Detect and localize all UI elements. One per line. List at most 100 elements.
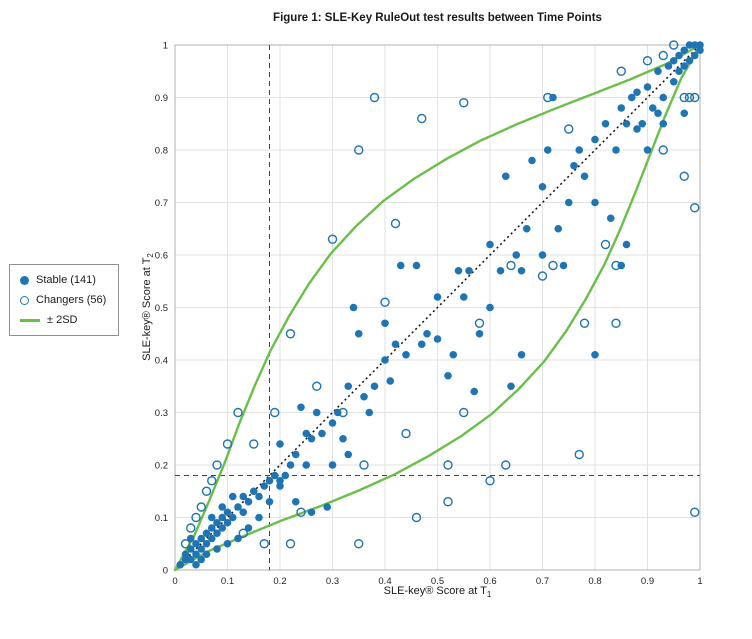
- stable-point: [391, 340, 400, 349]
- changer-point: [285, 539, 296, 549]
- x-tick-label: 1: [697, 576, 702, 587]
- stable-point: [202, 529, 211, 538]
- open-circle-marker: [20, 295, 29, 305]
- stable-point: [591, 350, 599, 359]
- changer-point: [658, 145, 668, 155]
- changer-point: [579, 318, 590, 328]
- x-tick-label: 0.6: [483, 576, 496, 587]
- changer-point: [690, 507, 700, 517]
- stable-point: [197, 555, 206, 564]
- stable-point: [218, 513, 227, 522]
- stable-point: [176, 560, 185, 569]
- stable-point: [255, 513, 263, 522]
- chart-title: Figure 1: SLE-Key RuleOut test results b…: [273, 12, 602, 24]
- stable-point: [307, 508, 316, 517]
- stable-point: [228, 492, 237, 501]
- stable-point: [202, 550, 211, 559]
- stable-point: [202, 539, 211, 548]
- legend-item-sd-band: ± 2SD: [20, 314, 106, 326]
- changer-point: [537, 271, 548, 281]
- changer-point: [296, 507, 306, 517]
- stable-point: [349, 303, 358, 312]
- changer-point: [380, 297, 390, 307]
- changer-point: [459, 407, 469, 418]
- stable-point: [696, 46, 704, 55]
- stable-point: [659, 93, 668, 102]
- stable-point: [538, 182, 547, 191]
- stable-point: [181, 550, 190, 559]
- stable-point: [685, 56, 694, 65]
- stable-point: [417, 340, 426, 349]
- stable-point: [627, 93, 636, 102]
- changer-point: [485, 476, 495, 486]
- stable-point: [302, 461, 311, 469]
- stable-point: [270, 471, 279, 480]
- changer-point: [390, 218, 401, 229]
- stable-point: [370, 382, 379, 391]
- changer-point: [679, 92, 689, 103]
- stable-point: [638, 119, 647, 128]
- stable-point: [312, 408, 321, 417]
- stable-point: [606, 214, 615, 223]
- y-tick-label: 1: [163, 41, 168, 52]
- changer-point: [506, 260, 516, 271]
- stable-point: [680, 62, 689, 70]
- x-axis-label-text: SLE-key® Score at T: [383, 585, 487, 597]
- stable-point: [239, 492, 248, 501]
- x-axis-label-subscript: 1: [486, 590, 492, 600]
- stable-point: [402, 350, 410, 359]
- stable-point: [564, 198, 573, 207]
- stable-point: [339, 434, 347, 443]
- stable-point: [244, 497, 253, 506]
- changer-point: [600, 239, 611, 250]
- stable-point: [344, 382, 353, 391]
- stable-point: [643, 146, 652, 154]
- stable-point: [501, 172, 510, 181]
- stable-point: [302, 429, 311, 438]
- changer-point: [443, 497, 453, 507]
- stable-point: [622, 119, 631, 128]
- stable-point: [669, 56, 678, 65]
- stable-point: [186, 555, 195, 564]
- stable-point: [685, 41, 694, 49]
- stable-point: [475, 329, 484, 338]
- y-tick-label: 0.7: [155, 198, 168, 209]
- stable-point: [669, 77, 678, 86]
- stable-point: [591, 198, 599, 207]
- stable-point: [412, 261, 421, 270]
- x-tick-label: 0: [172, 576, 177, 587]
- stable-point: [470, 387, 479, 396]
- stable-point: [680, 46, 689, 55]
- stable-point: [486, 240, 494, 249]
- stable-point: [181, 555, 190, 564]
- stable-point: [276, 482, 284, 490]
- stable-point: [690, 41, 699, 49]
- stable-point: [228, 513, 237, 522]
- stable-point: [328, 461, 337, 469]
- stable-point: [281, 471, 290, 480]
- stable-point: [517, 350, 526, 359]
- legend: Stable (141) Changers (56) ± 2SD: [9, 264, 120, 336]
- sd-band-upper-curve: [173, 43, 702, 572]
- stable-point: [486, 303, 494, 312]
- stable-point: [213, 545, 221, 553]
- stable-point: [307, 434, 316, 443]
- changer-point: [616, 66, 626, 76]
- stable-point: [449, 350, 458, 359]
- changer-point: [191, 512, 201, 523]
- stable-point: [192, 560, 200, 569]
- stable-point: [559, 261, 568, 270]
- stable-point: [207, 524, 216, 532]
- changer-point: [690, 92, 700, 103]
- legend-item-changers: Changers (56): [20, 294, 106, 306]
- x-tick-label: 0.8: [588, 576, 601, 587]
- stable-point: [218, 503, 227, 511]
- stable-point: [459, 293, 468, 301]
- changer-point: [443, 460, 453, 470]
- stable-point: [354, 329, 363, 338]
- changer-point: [327, 234, 338, 244]
- changer-point: [359, 460, 369, 470]
- stable-point: [496, 266, 505, 275]
- stable-point: [286, 461, 295, 469]
